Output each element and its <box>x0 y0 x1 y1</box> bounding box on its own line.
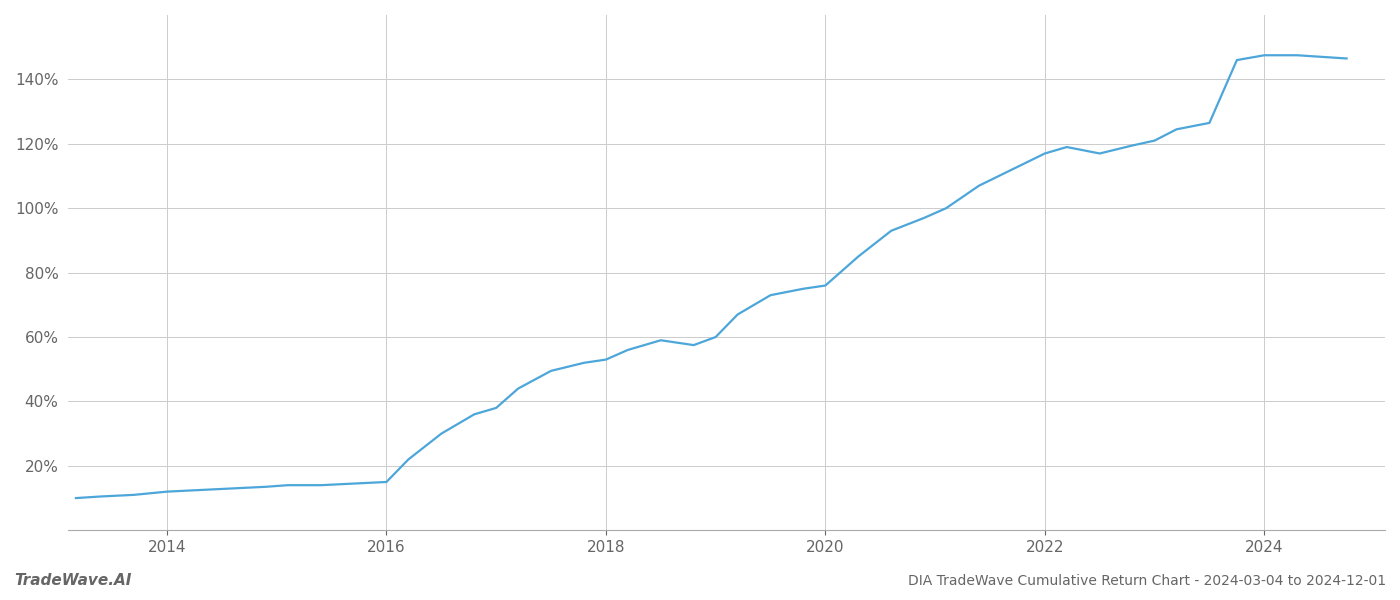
Text: DIA TradeWave Cumulative Return Chart - 2024-03-04 to 2024-12-01: DIA TradeWave Cumulative Return Chart - … <box>907 574 1386 588</box>
Text: TradeWave.AI: TradeWave.AI <box>14 573 132 588</box>
